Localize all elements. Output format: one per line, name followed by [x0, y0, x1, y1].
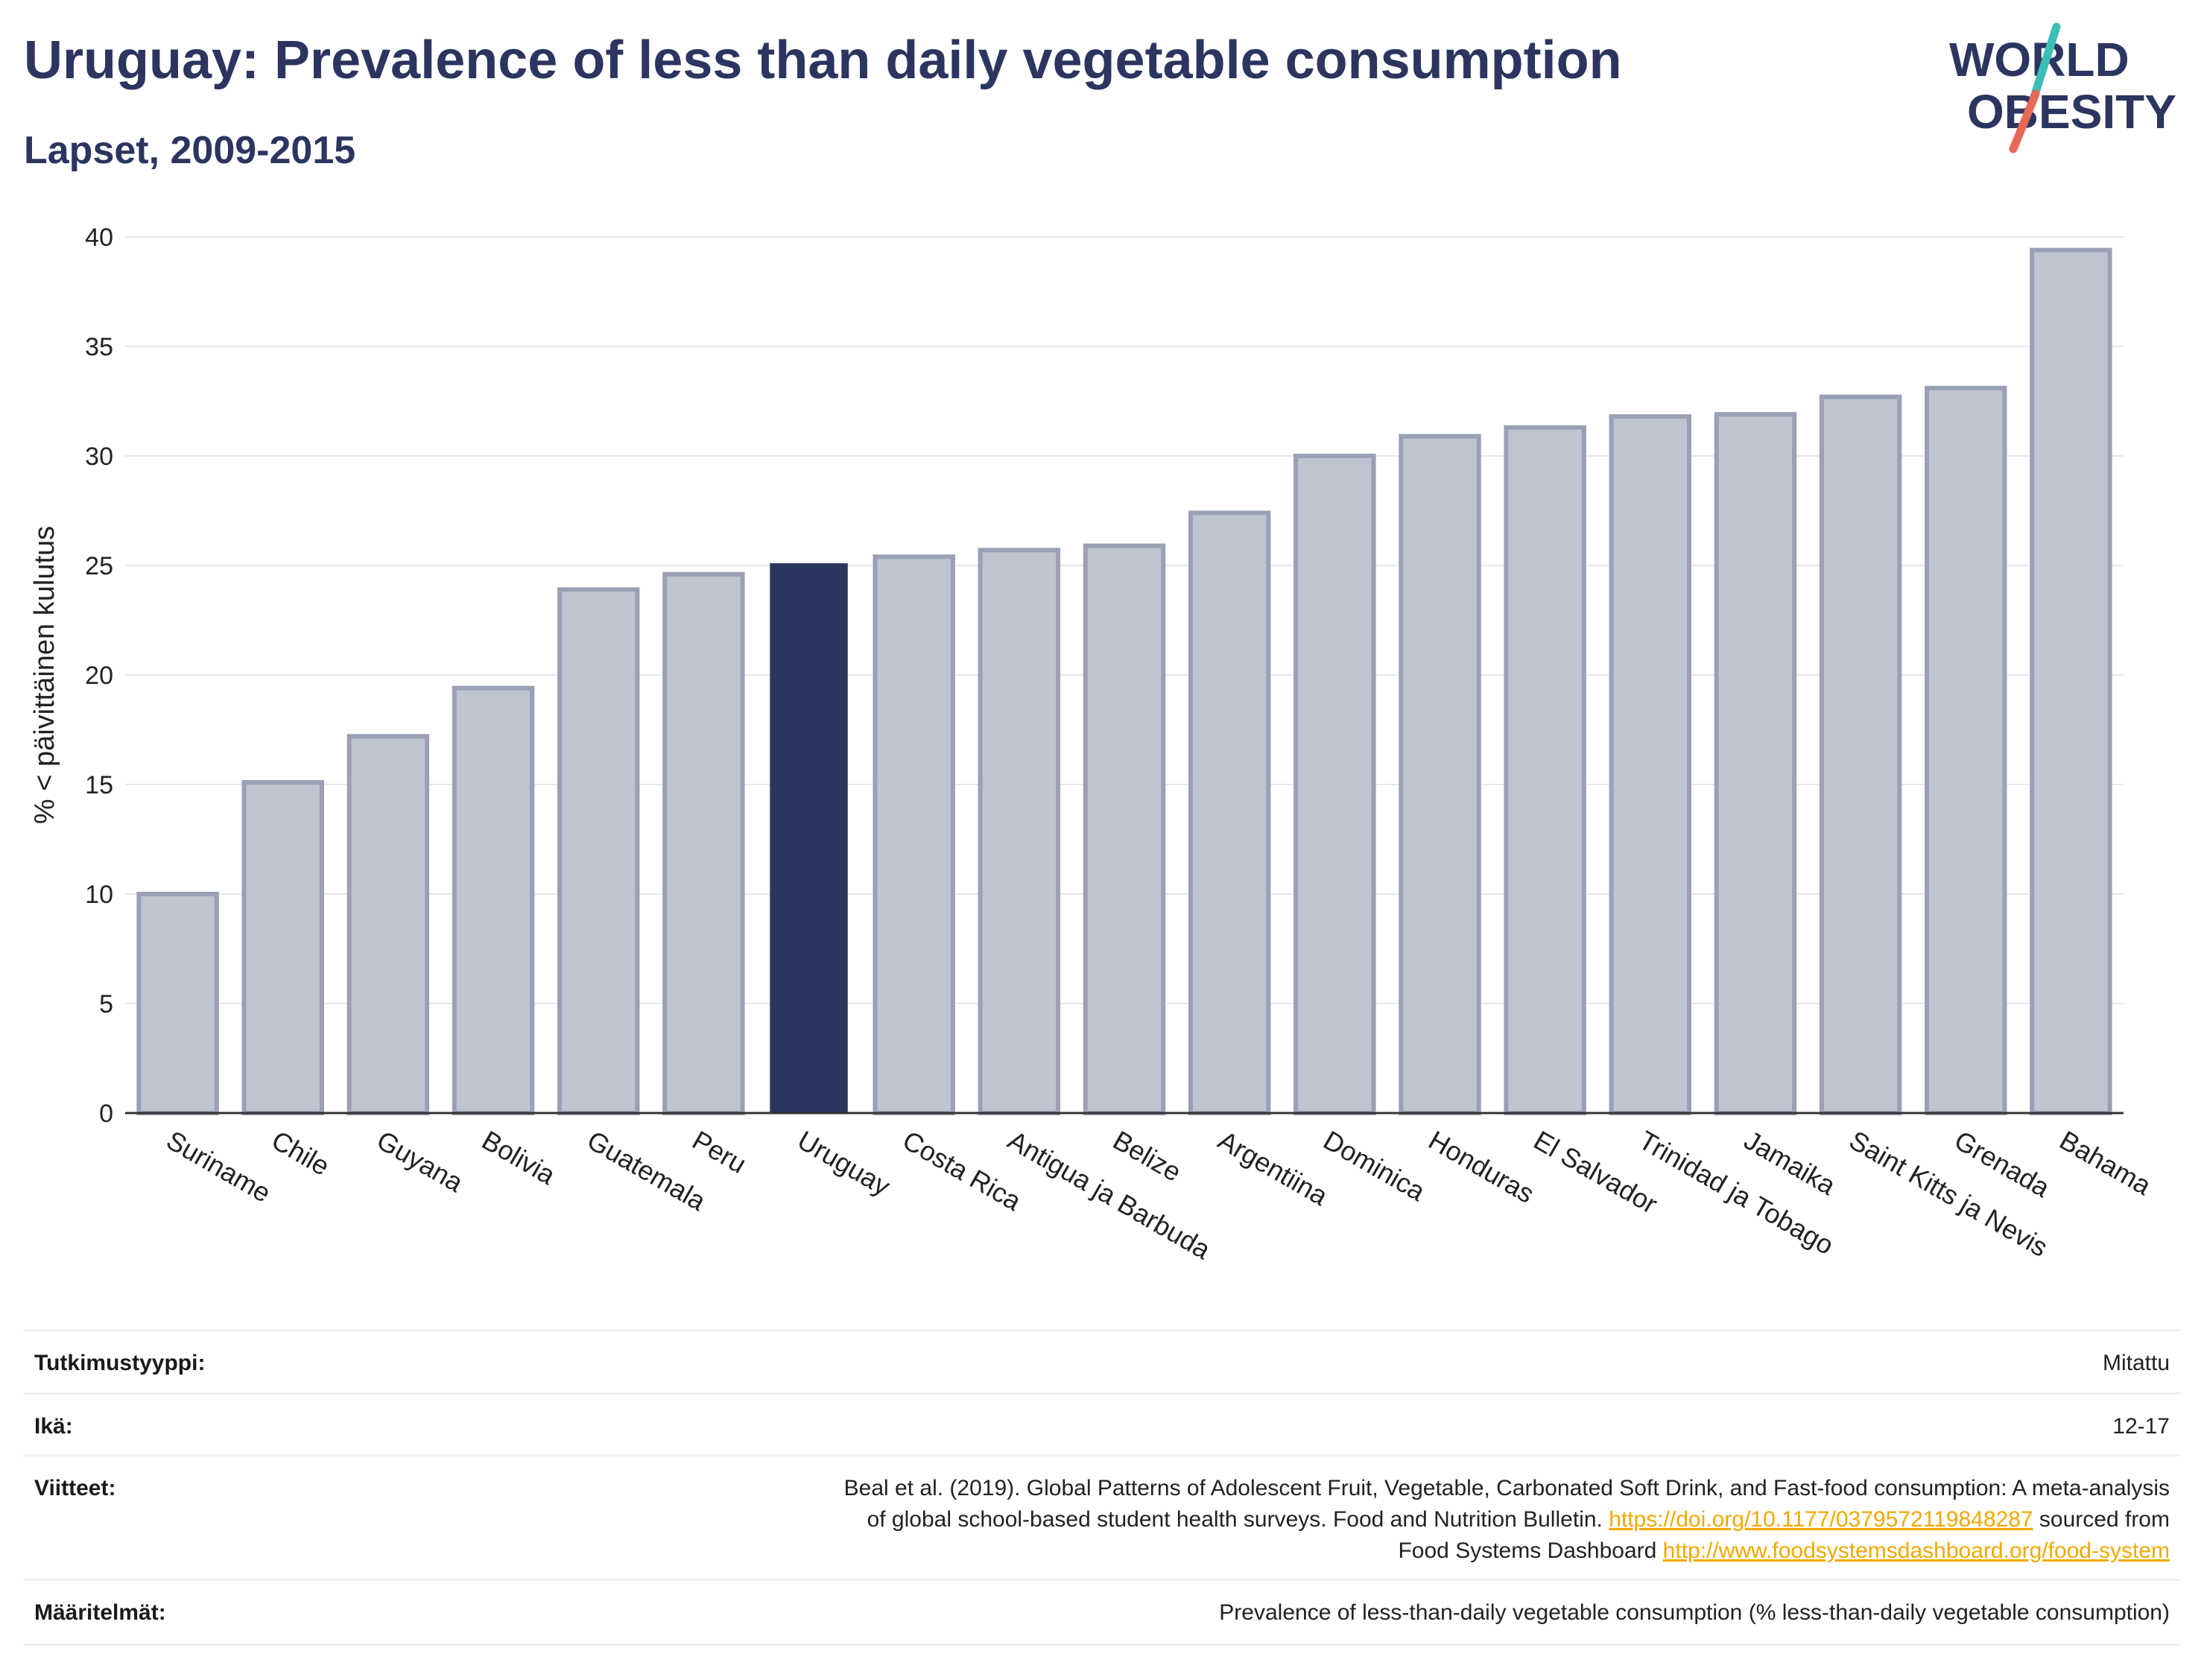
- y-tick-label: 25: [85, 552, 113, 580]
- x-tick-label: Guyana: [372, 1124, 469, 1198]
- references-label: Viitteet:: [34, 1476, 116, 1500]
- bar: [1714, 412, 1797, 1115]
- details-row-age: Ikä: 12-17: [24, 1392, 2180, 1454]
- x-tick-label: Antigua ja Barbuda: [1003, 1124, 1217, 1265]
- bar: [873, 554, 955, 1115]
- y-tick-label: 20: [85, 662, 113, 690]
- x-tick-label: Chile: [267, 1124, 335, 1182]
- logo-slash-teal: [2030, 22, 2061, 101]
- age-value: 12-17: [2112, 1414, 2170, 1439]
- study-type-label: Tutkimustyyppi:: [34, 1351, 206, 1375]
- x-tick-label: Dominica: [1318, 1124, 1431, 1207]
- details-row-definitions: Määritelmät: Prevalence of less-than-dai…: [24, 1579, 2180, 1646]
- y-tick-label: 15: [85, 771, 113, 799]
- x-tick-label: Belize: [1108, 1124, 1186, 1188]
- bar: [452, 685, 535, 1115]
- doi-link[interactable]: https://doi.org/10.1177/0379572119848287: [1609, 1507, 2033, 1532]
- chart-subtitle: Lapset, 2009-2015: [24, 129, 356, 172]
- bar: [557, 587, 640, 1115]
- definitions-label: Määritelmät:: [34, 1600, 166, 1625]
- bar: [978, 548, 1061, 1116]
- bar-highlighted: [770, 563, 848, 1113]
- bar: [241, 780, 324, 1115]
- x-tick-label: Suriname: [162, 1124, 276, 1208]
- x-tick-label: Uruguay: [793, 1124, 896, 1202]
- chart-title: Uruguay: Prevalence of less than daily v…: [24, 31, 1622, 90]
- details-table: Tutkimustyyppi: Mitattu Ikä: 12-17 Viitt…: [24, 1329, 2180, 1646]
- x-tick-label: Peru: [687, 1124, 751, 1179]
- y-tick-label: 0: [99, 1100, 113, 1128]
- world-obesity-logo: WORLD OBESITY: [1949, 22, 2176, 153]
- x-tick-label: Honduras: [1423, 1124, 1539, 1209]
- definitions-value: Prevalence of less-than-daily vegetable …: [1219, 1600, 2170, 1625]
- bar: [136, 892, 219, 1115]
- y-tick-label: 5: [99, 990, 113, 1018]
- x-tick-label: Saint Kitts ja Nevis: [1844, 1124, 2053, 1263]
- bar: [1083, 543, 1166, 1116]
- bar: [2030, 247, 2112, 1115]
- details-row-study-type: Tutkimustyyppi: Mitattu: [24, 1329, 2180, 1392]
- references-text-4: Food Systems Dashboard: [1398, 1538, 1657, 1563]
- bar: [1399, 434, 1481, 1116]
- logo-slash-coral: [2009, 89, 2040, 153]
- x-tick-label: Trinidad ja Tobago: [1634, 1124, 1839, 1261]
- study-type-value: Mitattu: [2102, 1351, 2170, 1375]
- bar: [1293, 454, 1376, 1115]
- details-row-references: Viitteet: Beal et al. (2019). Global Pat…: [24, 1454, 2180, 1579]
- bar: [1609, 414, 1692, 1115]
- bar: [1819, 394, 1902, 1115]
- references-value: Beal et al. (2019). Global Patterns of A…: [844, 1473, 2170, 1567]
- bar: [662, 571, 745, 1115]
- references-text-3: sourced from: [2039, 1507, 2170, 1532]
- bar: [346, 734, 430, 1115]
- bar: [1504, 425, 1586, 1115]
- logo-line2: OBESITY: [1967, 85, 2176, 139]
- y-tick-label: 35: [85, 333, 113, 361]
- x-tick-label: Bahama: [2054, 1124, 2156, 1201]
- y-axis-label: % < päivittäinen kulutus: [29, 526, 60, 824]
- references-text-2: of global school-based student health su…: [867, 1507, 1603, 1532]
- x-tick-label: Costa Rica: [898, 1124, 1027, 1217]
- bar: [1925, 385, 2007, 1116]
- x-tick-label: Argentiina: [1213, 1124, 1334, 1211]
- bar: [1188, 510, 1271, 1115]
- y-tick-label: 30: [85, 443, 113, 471]
- age-label: Ikä:: [34, 1414, 73, 1439]
- y-tick-label: 10: [85, 881, 113, 909]
- food-systems-link[interactable]: http://www.foodsystemsdashboard.org/food…: [1662, 1538, 2170, 1563]
- y-tick-label: 40: [85, 224, 113, 252]
- x-tick-label: Bolivia: [477, 1124, 561, 1191]
- x-tick-label: Guatemala: [582, 1124, 712, 1217]
- references-text-1: Beal et al. (2019). Global Patterns of A…: [843, 1476, 2170, 1500]
